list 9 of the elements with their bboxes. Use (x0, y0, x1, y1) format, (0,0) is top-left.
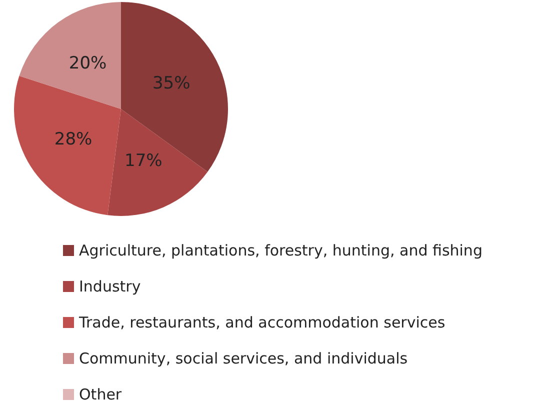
data-label: 17% (124, 150, 162, 171)
data-label: 20% (68, 53, 107, 74)
legend-label: Industry (79, 278, 141, 296)
data-label: 35% (152, 73, 190, 94)
data-label: 28% (54, 129, 92, 150)
legend-label: Other (79, 386, 122, 404)
legend-label: Agriculture, plantations, forestry, hunting, and fishing (79, 242, 482, 260)
legend-label: Trade, restaurants, and accommodation services (78, 314, 446, 332)
legend-label: Community, social services, and individuals (79, 350, 408, 368)
